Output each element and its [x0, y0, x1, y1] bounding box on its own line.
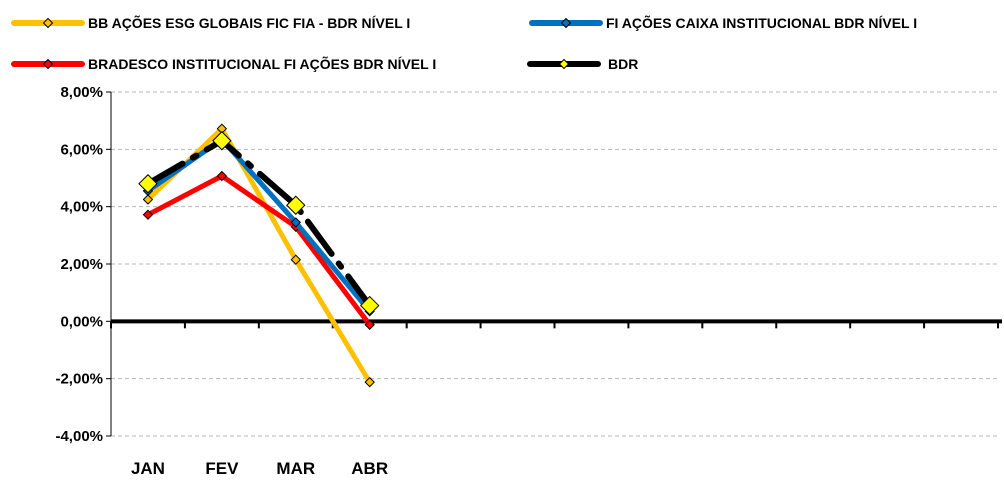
data-point-marker — [286, 195, 306, 215]
series-line — [144, 137, 373, 309]
axes — [106, 91, 1002, 437]
data-point-marker — [364, 376, 375, 388]
data-point-marker — [142, 209, 154, 220]
series-lines — [138, 123, 380, 388]
y-tick-label: -4,00% — [55, 428, 103, 445]
y-tick-label: -2,00% — [55, 371, 103, 388]
chart-legend: BB AÇÕES ESG GLOBAIS FIC FIA - BDR NÍVEL… — [11, 14, 917, 72]
gridlines — [111, 91, 998, 437]
data-point-marker — [138, 174, 158, 194]
y-tick-label: 6,00% — [60, 141, 103, 158]
y-tick-label: 4,00% — [60, 199, 103, 216]
x-tick-label: JAN — [131, 459, 165, 478]
legend-label: FI AÇÕES CAIXA INSTITUCIONAL BDR NÍVEL I — [606, 14, 917, 31]
data-point-marker — [212, 131, 232, 151]
data-point-marker — [290, 217, 301, 228]
legend-label: BDR — [608, 56, 638, 72]
y-tick-label: 8,00% — [60, 84, 103, 101]
x-tick-label: ABR — [351, 459, 388, 478]
y-tick-label: 0,00% — [60, 313, 103, 330]
legend-marker — [558, 58, 570, 70]
legend-marker — [42, 17, 54, 29]
data-point-marker — [216, 170, 228, 182]
legend-marker — [42, 58, 54, 70]
x-tick-label: MAR — [276, 459, 315, 478]
y-tick-label: 2,00% — [60, 256, 103, 273]
legend-marker — [560, 17, 572, 29]
x-tick-label: FEV — [205, 459, 239, 478]
data-point-marker — [290, 254, 301, 265]
data-point-marker — [364, 319, 375, 330]
x-axis-labels: JAN FEV MAR ABR — [131, 459, 388, 478]
legend-label: BRADESCO INSTITUCIONAL FI AÇÕES BDR NÍVE… — [88, 55, 436, 72]
legend-label: BB AÇÕES ESG GLOBAIS FIC FIA - BDR NÍVEL… — [88, 14, 410, 31]
data-point-marker — [142, 194, 154, 205]
series-line — [145, 173, 373, 328]
y-axis-ticks: 8,00% 6,00% 4,00% 2,00% 0,00% -2,00% -4,00% — [55, 84, 103, 445]
data-point-marker — [360, 295, 380, 316]
